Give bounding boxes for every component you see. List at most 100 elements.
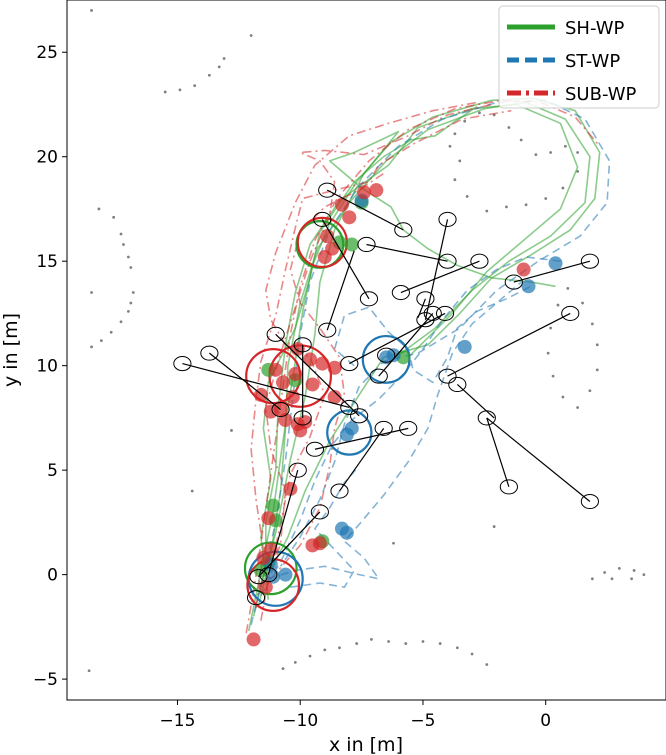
- goal-marker: [293, 337, 312, 353]
- map-point: [576, 151, 580, 154]
- goal-link: [447, 312, 571, 377]
- goal-marker: [266, 326, 285, 342]
- map-point: [249, 34, 253, 37]
- trajectory-line: [333, 285, 532, 384]
- goal-link: [366, 243, 448, 262]
- map-point: [524, 203, 528, 207]
- goal-marker: [394, 222, 413, 238]
- map-point: [544, 197, 548, 200]
- goal-marker: [448, 376, 467, 393]
- map-point: [507, 126, 511, 129]
- stop-dot: [283, 481, 298, 496]
- legend: SH-WP ST-WP SUB-WP: [498, 5, 660, 109]
- goal-markers-layer: [173, 182, 599, 606]
- y-tick-label: 15: [36, 252, 58, 272]
- stop-dot: [305, 538, 320, 553]
- goal-marker: [580, 253, 599, 269]
- goal-link: [400, 260, 480, 294]
- stop-dot: [344, 237, 359, 252]
- y-tick-label: 0: [47, 566, 58, 586]
- trajectory-line: [247, 97, 601, 632]
- goal-marker: [305, 441, 325, 457]
- map-point: [112, 215, 116, 219]
- map-point: [87, 669, 91, 673]
- stop-dot: [266, 498, 281, 513]
- map-point: [485, 209, 489, 213]
- map-point: [470, 652, 474, 656]
- stop-dot: [258, 580, 273, 595]
- map-point: [595, 368, 599, 372]
- map-point: [131, 291, 135, 294]
- y-axis: −5 0 5 10 15 20 25: [33, 43, 67, 690]
- map-point: [576, 406, 580, 409]
- goal-link: [424, 219, 449, 320]
- map-point: [129, 266, 133, 269]
- goal-marker: [340, 399, 359, 416]
- map-point: [478, 111, 481, 115]
- x-tick-label: −10: [282, 711, 318, 731]
- map-point: [448, 144, 452, 148]
- x-tick-label: −15: [160, 711, 196, 731]
- map-point: [438, 642, 442, 645]
- map-point: [455, 646, 459, 650]
- map-point: [632, 569, 636, 572]
- map-point: [90, 9, 93, 12]
- goal-marker: [470, 253, 489, 269]
- stop-dot: [261, 511, 276, 526]
- goal-marker: [391, 284, 410, 301]
- goal-marker: [374, 420, 393, 436]
- stop-dot: [298, 415, 313, 430]
- map-point: [546, 351, 550, 355]
- map-point: [595, 343, 599, 347]
- map-point: [590, 577, 594, 581]
- stop-dot: [339, 525, 354, 540]
- goal-marker: [504, 274, 523, 290]
- map-point: [566, 286, 570, 290]
- x-tick-label: −5: [410, 711, 435, 731]
- goal-link: [314, 427, 409, 450]
- goal-link: [275, 333, 360, 417]
- goal-marker: [499, 479, 518, 495]
- map-point: [551, 374, 555, 378]
- goal-link: [258, 511, 321, 578]
- goal-marker: [435, 305, 455, 321]
- goal-marker: [246, 590, 266, 606]
- map-point: [588, 389, 592, 393]
- goal-marker: [310, 504, 329, 520]
- trajectory-line: [260, 130, 556, 586]
- map-point: [222, 57, 226, 60]
- stop-dot: [339, 427, 354, 442]
- trajectory-line: [245, 99, 601, 634]
- map-point: [463, 119, 467, 123]
- uncertainty-circle: [326, 409, 373, 456]
- stop-dot: [268, 362, 283, 377]
- map-layer: [87, 9, 646, 673]
- map-point: [119, 320, 123, 324]
- goal-marker: [438, 253, 457, 269]
- trajectory-line: [252, 103, 579, 617]
- map-point: [207, 73, 211, 77]
- goal-link: [326, 250, 355, 331]
- map-point: [163, 90, 167, 94]
- goal-marker: [249, 569, 268, 585]
- map-point: [642, 573, 646, 577]
- map-point: [109, 330, 113, 334]
- goal-link: [486, 417, 591, 502]
- stop-dot: [256, 550, 271, 565]
- legend-box: [498, 5, 660, 109]
- goal-marker: [313, 211, 332, 227]
- map-point: [99, 339, 103, 342]
- map-point: [465, 195, 469, 198]
- trajectory-layer: [245, 97, 611, 634]
- stop-dot: [369, 183, 384, 198]
- goal-marker: [561, 305, 580, 321]
- y-tick-label: 20: [36, 148, 58, 168]
- goal-marker: [423, 305, 442, 321]
- map-point: [549, 151, 553, 154]
- map-point: [561, 186, 565, 190]
- map-point: [355, 642, 359, 645]
- trajectory-line: [260, 256, 561, 596]
- map-point: [178, 88, 182, 92]
- goal-marker: [288, 462, 307, 478]
